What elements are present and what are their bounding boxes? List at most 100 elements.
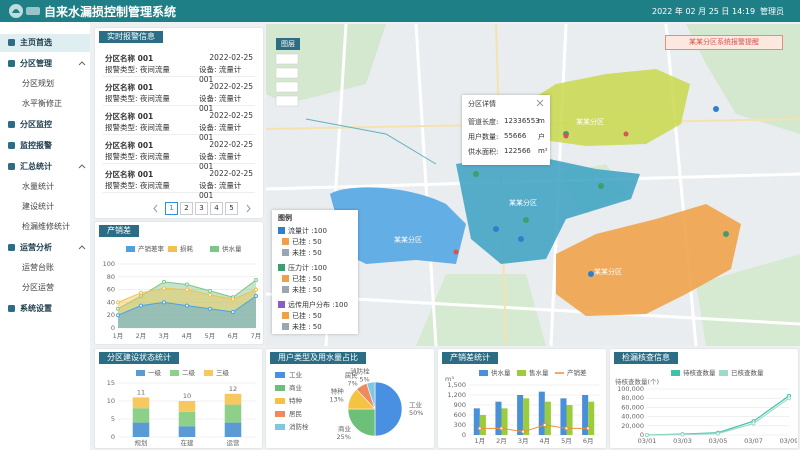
x-tick-label: 4月 — [540, 437, 551, 445]
alarm-type: 报警类型: 夜间流量 — [105, 181, 170, 190]
menu-item[interactable]: 分区监控 — [0, 116, 90, 134]
menu-item[interactable]: 主页首选 — [0, 34, 90, 52]
legend-item: 未挂 : 50 — [282, 248, 322, 258]
panel-title: 实时报警信息 — [99, 31, 163, 43]
x-tick-label: 7月 — [251, 332, 262, 340]
field-unit: m — [538, 117, 545, 125]
field-unit: 户 — [538, 133, 545, 141]
x-tick-label: 2月 — [136, 332, 147, 340]
submenu-item[interactable]: 检漏维修统计 — [0, 218, 90, 236]
submenu-item[interactable]: 运营台账 — [0, 259, 90, 277]
point — [185, 303, 189, 308]
y-tick-label: 5 — [111, 415, 115, 423]
point — [231, 297, 235, 302]
alarm-banner[interactable]: 某某分区系统报警提醒 — [665, 35, 783, 50]
menu-label: 分区监控 — [20, 120, 52, 129]
legend-label: 已挂 : 50 — [292, 312, 322, 320]
legend-icon — [282, 312, 289, 319]
page-button[interactable]: 4 — [210, 202, 223, 215]
next-page[interactable] — [243, 203, 254, 214]
zone-label[interactable]: 某某分区 — [576, 117, 604, 126]
zone-label[interactable]: 某某分区 — [594, 267, 622, 276]
map[interactable]: 某某分区 某某分区 某某分区 某某分区 图层 某某分区系统报警提醒 分区详情 管… — [266, 24, 800, 346]
alarm-item[interactable]: 分区名称 001 2022-02-25 报警类型: 夜间流量 设备: 流量计 001 — [103, 50, 255, 84]
legend-label: 消防栓 — [289, 422, 309, 431]
bar — [566, 405, 573, 435]
alarm-device: 设备: 流量计 001 — [199, 123, 242, 142]
datetime: 2022 年 02 月 25 日 14:19 — [652, 7, 756, 16]
alarm-device: 设备: 流量计 001 — [199, 181, 242, 200]
y-tick-label: 80 — [107, 273, 115, 281]
bar — [495, 401, 502, 435]
menu-item[interactable]: 系统设置 — [0, 300, 90, 318]
x-tick-label: 2月 — [496, 437, 507, 445]
icon-shape — [8, 244, 15, 251]
x-tick-label: 4月 — [182, 332, 193, 340]
legend-marker — [210, 246, 219, 252]
point — [477, 426, 482, 431]
alarm-item[interactable]: 分区名称 001 2022-02-25 报警类型: 夜间流量 设备: 流量计 001 — [103, 108, 255, 142]
pie-slice — [347, 408, 376, 437]
slice-name: 商业 — [338, 424, 352, 433]
alarm-item[interactable]: 分区名称 001 2022-02-25 报警类型: 夜间流量 设备: 流量计 001 — [103, 166, 255, 200]
zone-label[interactable]: 某某分区 — [394, 235, 422, 244]
point — [185, 282, 189, 287]
submenu-item[interactable]: 分区运营 — [0, 279, 90, 297]
slice-value: 7% — [347, 380, 357, 388]
menu-item[interactable]: 运营分析 — [0, 239, 90, 257]
icon-shape — [8, 305, 15, 312]
y-tick-label: 20,000 — [621, 422, 644, 430]
bar-segment — [178, 426, 196, 437]
legend-label: 产销差率 — [138, 244, 165, 253]
prev-page[interactable] — [150, 203, 161, 214]
bar — [523, 398, 530, 435]
page-button[interactable]: 3 — [195, 202, 208, 215]
page-button[interactable]: 2 — [180, 202, 193, 215]
menu-icon — [8, 121, 15, 128]
point — [139, 290, 143, 295]
menu-item[interactable]: 监控报警 — [0, 137, 90, 155]
menu-label: 水平衡修正 — [22, 99, 62, 108]
legend-item: 已挂 : 50 — [282, 311, 322, 321]
submenu-item[interactable]: 水平衡修正 — [0, 95, 90, 113]
legend-label: 工业 — [289, 370, 303, 379]
x-tick-label: 03/03 — [673, 437, 692, 445]
alarm-item[interactable]: 分区名称 001 2022-02-25 报警类型: 夜间流量 设备: 流量计 001 — [103, 79, 255, 113]
field-value: 55666 — [504, 132, 527, 140]
menu-item[interactable]: 分区管理 — [0, 55, 90, 73]
alarm-zone: 分区名称 001 — [105, 112, 154, 121]
chart-panel: 产销差统计 0 300 600 900 1,200 1,500 1月 2月 3月 4月 5月 6月 供水量… — [438, 349, 606, 448]
submenu-item[interactable]: 水量统计 — [0, 178, 90, 196]
submenu-item[interactable]: 建设统计 — [0, 198, 90, 216]
chevron — [246, 204, 251, 213]
x-tick-label: 03/01 — [638, 437, 657, 445]
page-button[interactable]: 1 — [165, 202, 178, 215]
alarm-device: 设备: 流量计 001 — [199, 152, 242, 171]
layer-button[interactable]: 图层 — [276, 38, 300, 50]
icon-shape — [8, 121, 15, 128]
alarm-zone: 分区名称 001 — [105, 54, 154, 63]
legend-icon — [282, 238, 289, 245]
alarm-type: 报警类型: 夜间流量 — [105, 123, 170, 132]
close-button[interactable] — [536, 99, 544, 107]
legend-label: 损耗 — [180, 244, 194, 253]
alarm-zone: 分区名称 001 — [105, 141, 154, 150]
bar-segment — [132, 408, 150, 423]
submenu-item[interactable]: 分区规划 — [0, 75, 90, 93]
page-button[interactable]: 5 — [225, 202, 238, 215]
menu-item[interactable]: 汇总统计 — [0, 158, 90, 176]
menu-icon — [8, 305, 15, 312]
legend-label: 待核查数量 — [683, 368, 716, 377]
legend-item: 已挂 : 50 — [282, 274, 322, 284]
zone-label[interactable]: 某某分区 — [509, 198, 537, 207]
point — [787, 396, 791, 401]
legend-icon — [282, 249, 289, 256]
user-menu[interactable]: 管理员 — [760, 7, 784, 16]
bar — [538, 391, 545, 435]
alarm-device: 设备: 流量计 001 — [199, 65, 242, 84]
point — [564, 426, 569, 431]
alarm-item[interactable]: 分区名称 001 2022-02-25 报警类型: 夜间流量 设备: 流量计 001 — [103, 137, 255, 171]
menu-label: 监控报警 — [20, 141, 52, 150]
legend-marker — [671, 370, 680, 376]
